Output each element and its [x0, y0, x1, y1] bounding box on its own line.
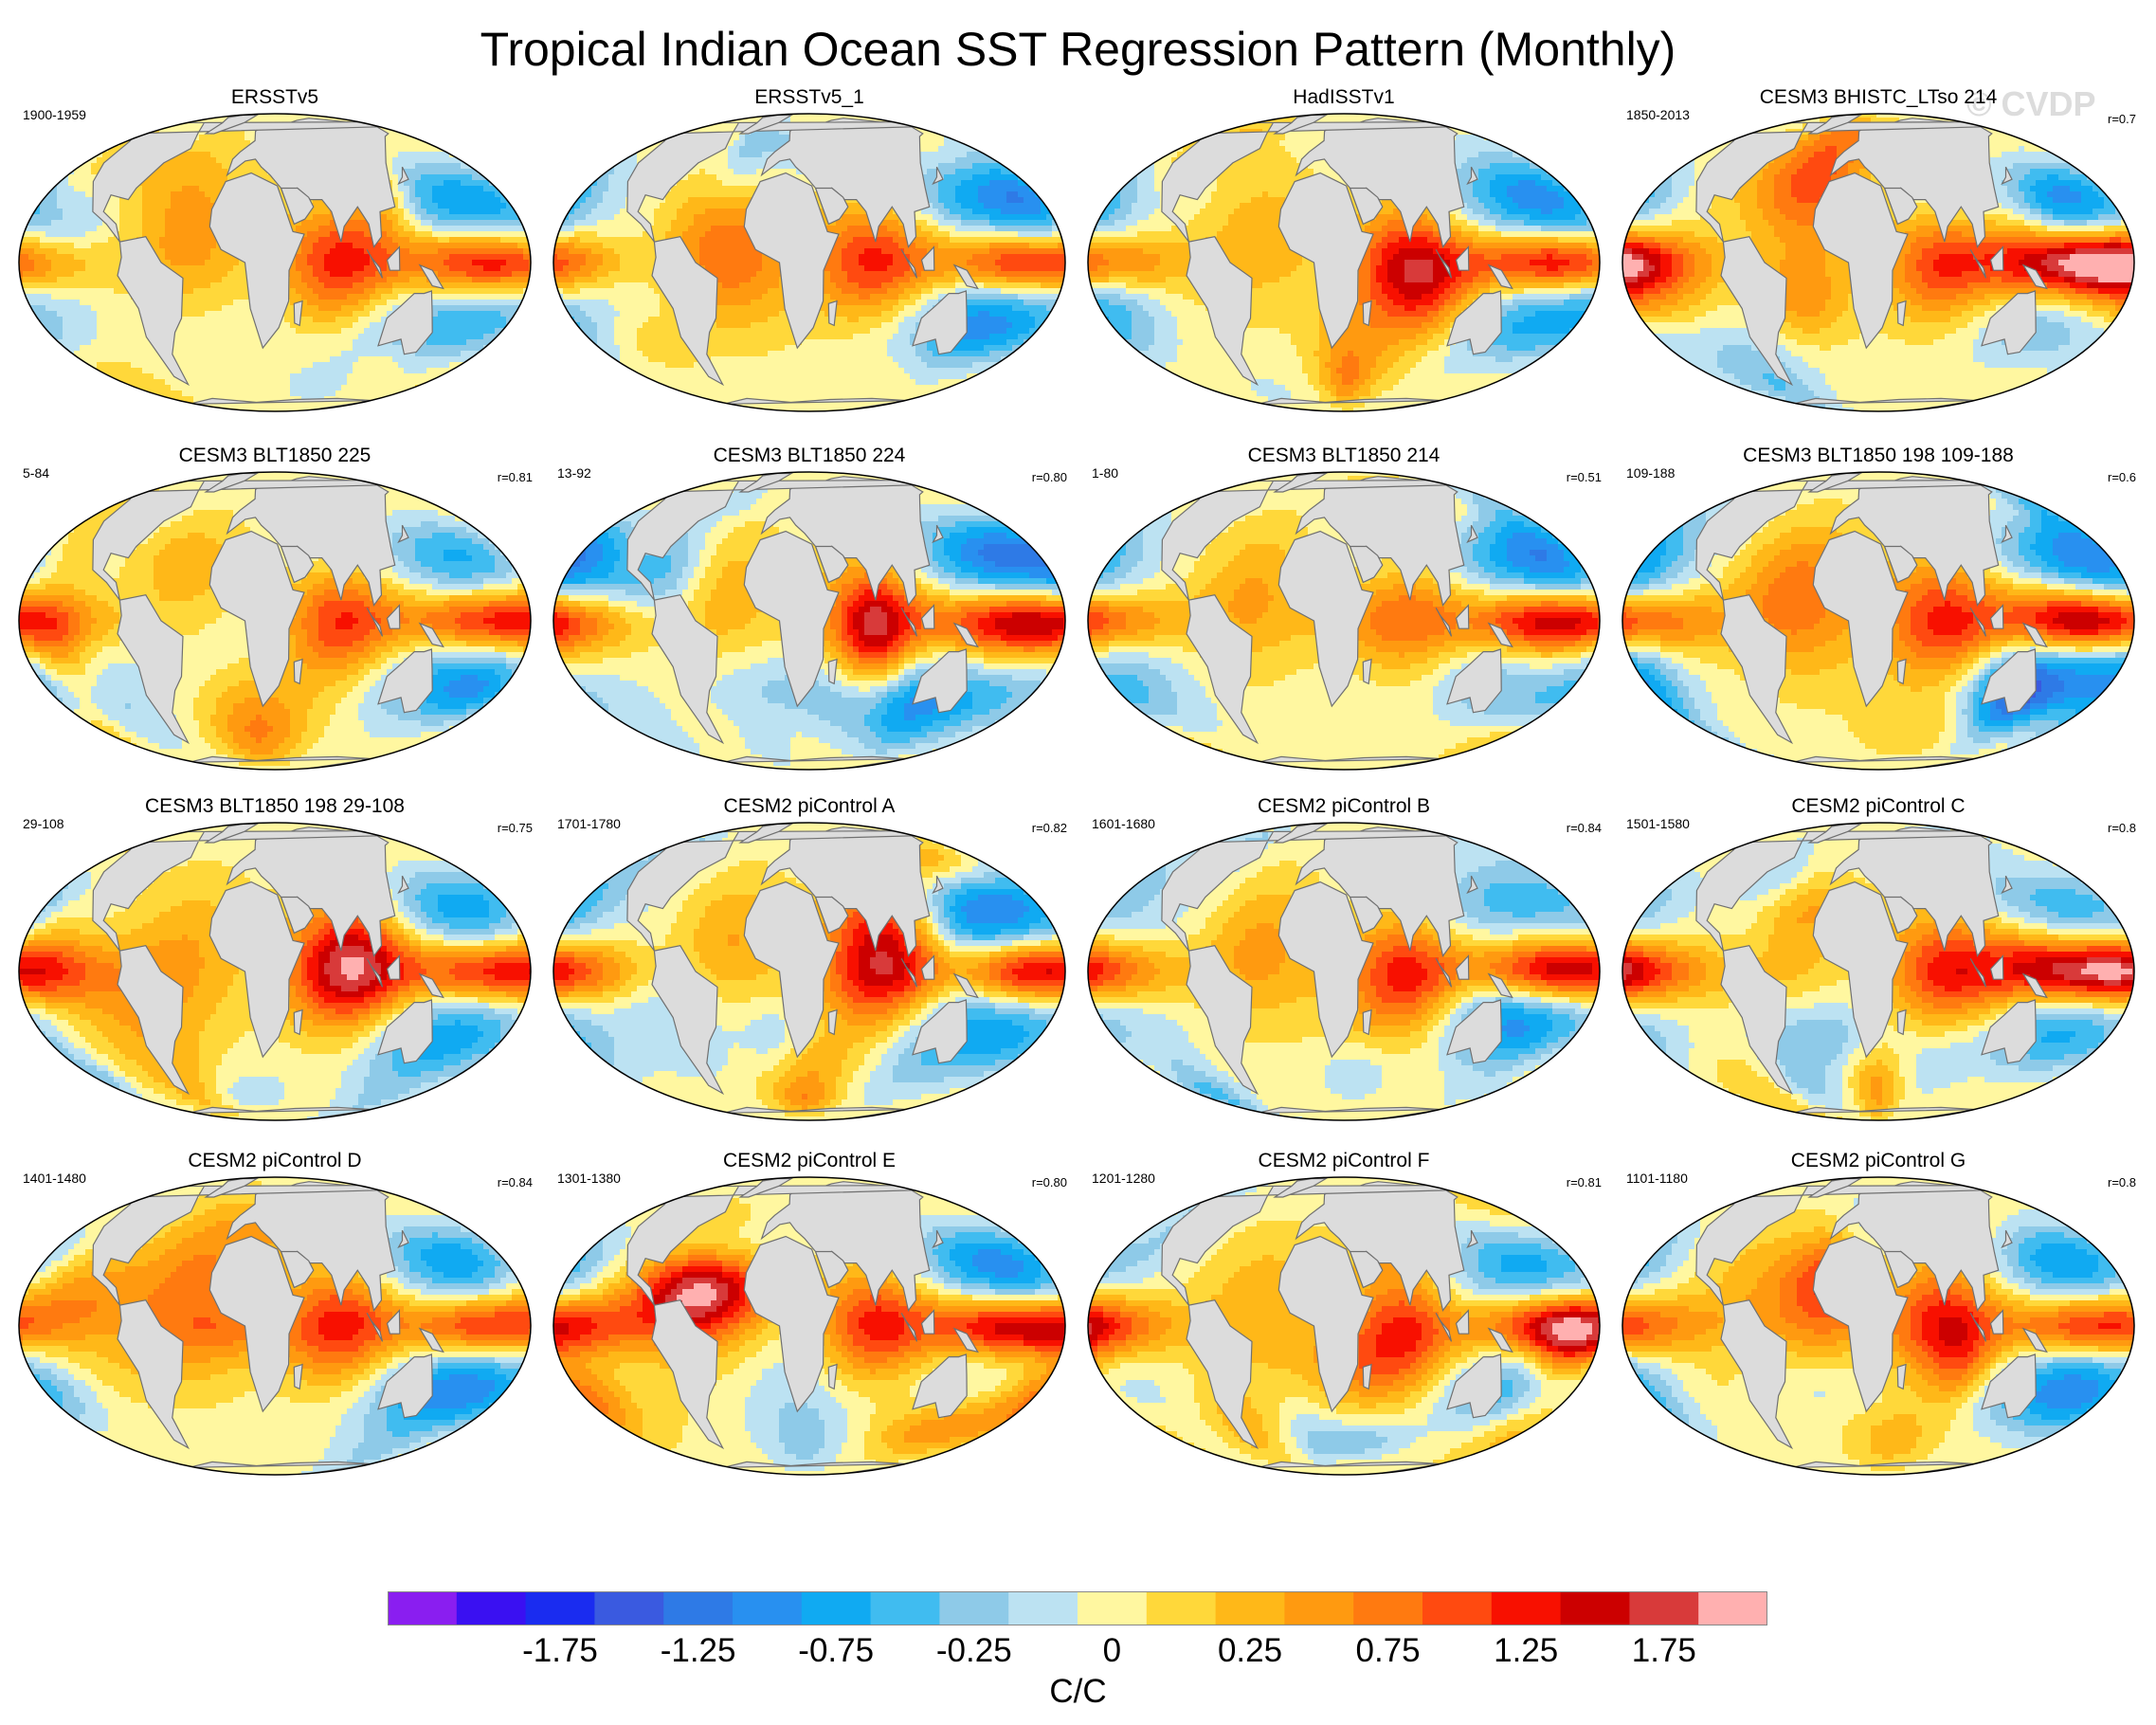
- colorbar: [388, 1591, 1767, 1625]
- colorbar-swatch: [526, 1591, 595, 1625]
- panel-title: CESM2 piControl F: [1077, 1149, 1611, 1173]
- sst-regression-map: [1621, 821, 2136, 1122]
- sst-regression-map: [1621, 1175, 2136, 1477]
- sst-regression-map: [552, 470, 1067, 772]
- map-panel: CESM2 piControl C 1501-1580 r=0.8: [1611, 794, 2146, 1126]
- sst-regression-map: [17, 470, 533, 772]
- map-panel: CESM3 BLT1850 214 1-80 r=0.51: [1077, 444, 1611, 775]
- map-panel: CESM3 BLT1850 224 13-92 r=0.80: [542, 444, 1077, 775]
- colorbar-swatch: [663, 1591, 733, 1625]
- map-panel: CESM3 BLT1850 198 109-188 109-188 r=0.6: [1611, 444, 2146, 775]
- sst-regression-map: [17, 821, 533, 1122]
- panel-title: CESM3 BLT1850 224: [542, 444, 1077, 468]
- sst-regression-map: [1621, 470, 2136, 772]
- colorbar-swatch: [1698, 1591, 1767, 1625]
- colorbar-swatch: [1216, 1591, 1285, 1625]
- colorbar-tick-label: -0.25: [936, 1632, 1012, 1670]
- map-panel: CESM2 piControl G 1101-1180 r=0.8: [1611, 1149, 2146, 1480]
- colorbar-tick-label: -0.75: [798, 1632, 874, 1670]
- colorbar-swatch: [1008, 1591, 1078, 1625]
- map-panel: ERSSTv5_1: [542, 85, 1077, 417]
- panel-title: CESM2 piControl C: [1611, 794, 2146, 819]
- colorbar-swatch: [733, 1591, 802, 1625]
- sst-regression-map: [1086, 470, 1602, 772]
- colorbar-swatch: [1353, 1591, 1422, 1625]
- panel-title: ERSSTv5: [8, 85, 542, 110]
- map-panel: HadISSTv1: [1077, 85, 1611, 417]
- colorbar-swatch: [1078, 1591, 1147, 1625]
- panel-title: CESM3 BLT1850 198 109-188: [1611, 444, 2146, 468]
- sst-regression-map: [552, 112, 1067, 413]
- colorbar-tick-label: 0.75: [1356, 1632, 1421, 1670]
- panel-title: CESM2 piControl E: [542, 1149, 1077, 1173]
- colorbar-tick-label: 0: [1103, 1632, 1121, 1670]
- colorbar-tick-label: 1.25: [1494, 1632, 1558, 1670]
- colorbar-swatch: [871, 1591, 940, 1625]
- colorbar-tick-label: -1.25: [661, 1632, 736, 1670]
- colorbar-labels: -1.75 -1.25 -0.75 -0.25 0 0.25 0.75 1.25 1.75: [0, 1632, 2156, 1674]
- sst-regression-map: [552, 821, 1067, 1122]
- colorbar-tick-label: -1.75: [522, 1632, 598, 1670]
- map-panel: CESM2 piControl E 1301-1380 r=0.80: [542, 1149, 1077, 1480]
- sst-regression-map: [17, 112, 533, 413]
- panel-title: CESM2 piControl G: [1611, 1149, 2146, 1173]
- colorbar-swatch: [1629, 1591, 1698, 1625]
- panel-title: ERSSTv5_1: [542, 85, 1077, 110]
- sst-regression-map: [552, 1175, 1067, 1477]
- map-panel: CESM2 piControl F 1201-1280 r=0.81: [1077, 1149, 1611, 1480]
- colorbar-swatch: [1561, 1591, 1630, 1625]
- colorbar-swatch: [388, 1591, 457, 1625]
- map-panel: CESM2 piControl B 1601-1680 r=0.84: [1077, 794, 1611, 1126]
- map-panel: CESM3 BLT1850 225 5-84 r=0.81: [8, 444, 542, 775]
- panel-title: CESM2 piControl A: [542, 794, 1077, 819]
- colorbar-swatch: [1147, 1591, 1216, 1625]
- sst-regression-map: [17, 1175, 533, 1477]
- panel-title: CESM2 piControl D: [8, 1149, 542, 1173]
- colorbar-swatch: [594, 1591, 663, 1625]
- figure-title: Tropical Indian Ocean SST Regression Pat…: [0, 17, 2156, 82]
- colorbar-swatch: [457, 1591, 526, 1625]
- colorbar-swatch: [1422, 1591, 1492, 1625]
- map-panel: CESM3 BLT1850 198 29-108 29-108 r=0.75: [8, 794, 542, 1126]
- colorbar-tick-label: 0.25: [1218, 1632, 1282, 1670]
- panel-title: HadISSTv1: [1077, 85, 1611, 110]
- panel-title: CESM2 piControl B: [1077, 794, 1611, 819]
- colorbar-tick-label: 1.75: [1632, 1632, 1696, 1670]
- panel-title: CESM3 BLT1850 198 29-108: [8, 794, 542, 819]
- colorbar-swatch: [802, 1591, 871, 1625]
- panel-title: CESM3 BLT1850 225: [8, 444, 542, 468]
- panel-title: CESM3 BHISTC_LTso 214: [1611, 85, 2146, 110]
- panel-title: CESM3 BLT1850 214: [1077, 444, 1611, 468]
- map-panel: ERSSTv5 1900-1959: [8, 85, 542, 417]
- colorbar-units: C/C: [0, 1672, 2156, 1712]
- map-panel: CESM3 BHISTC_LTso 214 1850-2013 r=0.7: [1611, 85, 2146, 417]
- colorbar-swatch: [1284, 1591, 1353, 1625]
- map-panel: CESM2 piControl A 1701-1780 r=0.82: [542, 794, 1077, 1126]
- colorbar-swatch: [939, 1591, 1008, 1625]
- sst-regression-map: [1086, 1175, 1602, 1477]
- sst-regression-map: [1621, 112, 2136, 413]
- map-panel: CESM2 piControl D 1401-1480 r=0.84: [8, 1149, 542, 1480]
- sst-regression-map: [1086, 821, 1602, 1122]
- colorbar-swatch: [1492, 1591, 1561, 1625]
- sst-regression-map: [1086, 112, 1602, 413]
